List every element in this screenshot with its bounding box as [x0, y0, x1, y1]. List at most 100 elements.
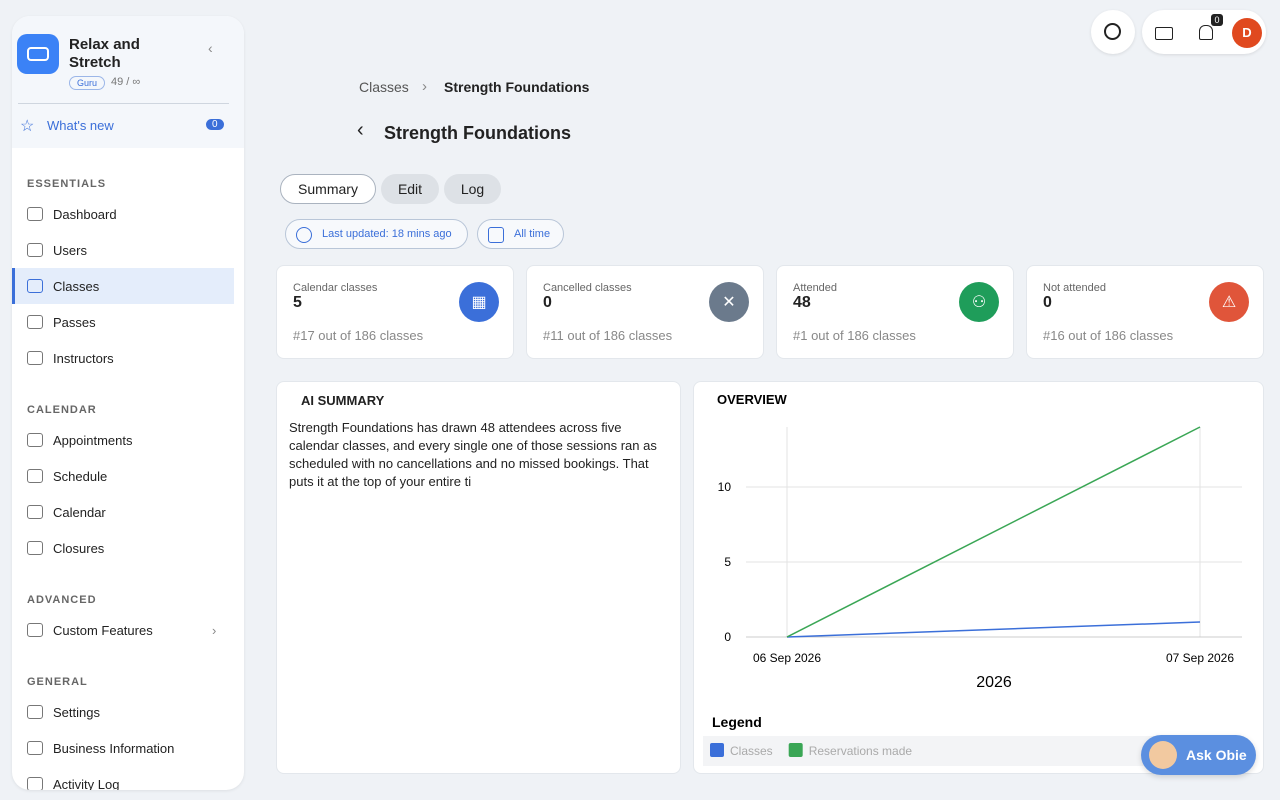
- brand-name: Relax and Stretch: [69, 36, 140, 71]
- stat-label: Calendar classes: [293, 282, 378, 294]
- collapse-button[interactable]: ‹: [208, 40, 213, 56]
- nav-item[interactable]: Dashboard: [12, 196, 234, 232]
- ai-summary-text: Strength Foundations has drawn 48 attend…: [289, 420, 657, 489]
- nav-item[interactable]: Schedule: [12, 458, 234, 494]
- nav-label: Dashboard: [53, 206, 117, 222]
- legend-bg: [703, 736, 1161, 766]
- stat-rank: #1 out of 186 classes: [793, 328, 916, 343]
- breadcrumb-sep: ›: [422, 78, 427, 95]
- nav-icon: [27, 351, 43, 365]
- stat-label: Cancelled classes: [543, 282, 632, 294]
- nav-item[interactable]: Users: [12, 232, 234, 268]
- x-axis-title: 2026: [976, 674, 1012, 691]
- chart-title: OVERVIEW: [717, 392, 788, 407]
- notification-count: 0: [1211, 14, 1223, 26]
- filter-chip[interactable]: Last updated: 18 mins ago: [285, 219, 468, 249]
- nav-icon: [27, 623, 43, 637]
- legend-label: Classes: [730, 744, 773, 758]
- x-tick-label: 07 Sep 2026: [1166, 651, 1234, 665]
- plan-badge: Guru: [69, 76, 106, 90]
- nav-item[interactable]: Appointments: [12, 422, 234, 458]
- star-icon: ☆: [20, 118, 35, 135]
- tab[interactable]: Log: [444, 174, 501, 204]
- filter-icon: [488, 227, 504, 243]
- legend-swatch: [710, 743, 724, 757]
- stat-rank: #16 out of 186 classes: [1043, 328, 1174, 343]
- legend-label: Reservations made: [809, 744, 913, 758]
- top-actions: 0 D: [1142, 10, 1266, 54]
- stat-card: Cancelled classes 0 #11 out of 186 classes…: [526, 265, 764, 359]
- search-button[interactable]: [1091, 10, 1135, 54]
- stat-label: Attended: [793, 282, 838, 294]
- page-title: Strength Foundations: [384, 123, 571, 143]
- stat-icon: ✕: [709, 282, 749, 322]
- y-tick-label: 5: [724, 555, 731, 569]
- nav-icon: [27, 207, 43, 221]
- nav-icon: [27, 243, 43, 257]
- legend-title: Legend: [712, 714, 762, 730]
- nav-item[interactable]: Calendar: [12, 494, 234, 530]
- nav-label: Closures: [53, 540, 105, 556]
- ask-obie-button[interactable]: Ask Obie: [1141, 735, 1256, 775]
- nav-icon: [27, 777, 43, 790]
- y-tick-label: 0: [724, 630, 731, 644]
- filter-label: All time: [514, 228, 551, 240]
- section-title: ESSENTIALS: [27, 178, 107, 190]
- nav-label: Settings: [53, 704, 100, 720]
- ask-obie-label: Ask Obie: [1186, 747, 1247, 763]
- whats-new-count: 0: [206, 119, 224, 130]
- nav-label: Instructors: [53, 350, 114, 366]
- y-tick-label: 10: [718, 480, 732, 494]
- nav-item[interactable]: Passes: [12, 304, 234, 340]
- quota: 49 / ∞: [111, 76, 141, 88]
- stat-value: 5: [293, 294, 302, 311]
- filter-chip[interactable]: All time: [477, 219, 564, 249]
- nav-label: Activity Log: [53, 776, 120, 791]
- stat-icon: ▦: [459, 282, 499, 322]
- chart: OVERVIEW 0 5 10 06 Sep 2026 07 Sep 2026 2026 L…: [703, 392, 1242, 766]
- stat-value: 0: [1043, 294, 1052, 311]
- nav-item[interactable]: Custom Features ›: [12, 612, 234, 648]
- section-title: CALENDAR: [27, 404, 97, 416]
- nav-item[interactable]: Closures: [12, 530, 234, 566]
- section-title: GENERAL: [27, 676, 88, 688]
- nav-label: Business Information: [53, 740, 175, 756]
- filter-label: Last updated: 18 mins ago: [322, 228, 452, 240]
- avatar[interactable]: D: [1232, 18, 1262, 48]
- nav-icon: [27, 741, 43, 755]
- breadcrumb-link[interactable]: Classes: [359, 79, 409, 95]
- nav-label: Users: [53, 242, 87, 258]
- mail-button[interactable]: [1155, 27, 1173, 40]
- tab[interactable]: Summary: [280, 174, 376, 204]
- chevron: ›: [212, 622, 217, 638]
- nav-icon: [27, 315, 43, 329]
- brand-logo: [17, 34, 59, 74]
- stat-value: 48: [793, 294, 811, 311]
- nav-label: Classes: [53, 278, 100, 294]
- nav-item[interactable]: Classes: [12, 268, 234, 304]
- stat-icon: ⚇: [959, 282, 999, 322]
- tab[interactable]: Edit: [381, 174, 439, 204]
- nav-item[interactable]: Activity Log: [12, 766, 234, 790]
- nav-item[interactable]: Business Information: [12, 730, 234, 766]
- nav-item[interactable]: Settings: [12, 694, 234, 730]
- back-button[interactable]: ‹: [357, 119, 364, 141]
- stat-card: Attended 48 #1 out of 186 classes ⚇: [776, 265, 1014, 359]
- nav-item[interactable]: Instructors: [12, 340, 234, 376]
- stat-value: 0: [543, 294, 552, 311]
- filter-icon: [296, 227, 312, 243]
- ai-summary-card: AI SUMMARY Strength Foundations has draw…: [276, 381, 681, 774]
- whats-new[interactable]: What's new: [47, 118, 114, 133]
- stat-card: Calendar classes 5 #17 out of 186 classes ▦: [276, 265, 514, 359]
- series-line: [786, 426, 1201, 638]
- bell-button[interactable]: [1199, 25, 1213, 40]
- legend-swatch: [788, 743, 803, 757]
- ai-summary-title: AI SUMMARY: [301, 393, 385, 408]
- stat-rank: #17 out of 186 classes: [293, 328, 424, 343]
- nav-label: Passes: [53, 314, 96, 330]
- nav-label: Calendar: [53, 504, 106, 520]
- nav-label: Appointments: [53, 432, 133, 448]
- nav-icon: [27, 505, 43, 519]
- nav-label: Custom Features: [53, 622, 153, 638]
